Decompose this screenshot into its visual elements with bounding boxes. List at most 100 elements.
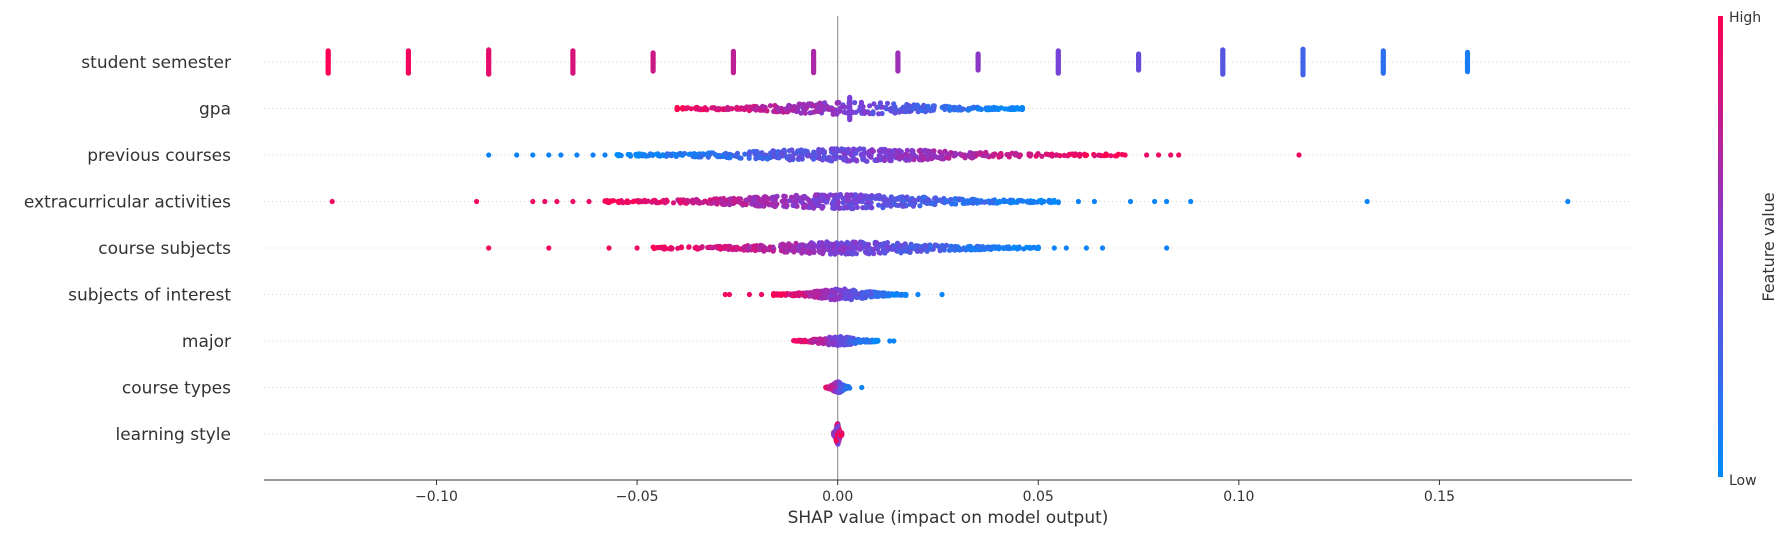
shap-point [866,339,872,345]
colorbar-high-label: High [1729,10,1761,26]
shap-point [915,197,921,203]
feature-row: course subjects [98,239,1632,259]
x-tick-label: 0.05 [1023,489,1054,505]
shap-point [743,201,749,208]
shap-point [911,197,917,203]
shap-point [1009,199,1015,205]
shap-point [946,155,952,161]
shap-point [899,153,905,160]
shap-point [876,152,882,158]
shap-point [586,198,592,205]
x-tick-label: −0.05 [616,489,659,505]
shap-point [911,157,917,163]
shap-point [895,68,901,74]
shap-point [871,101,877,107]
shap-point [952,150,958,156]
feature-row: subjects of interest [68,286,1632,306]
shap-point [1024,244,1030,250]
shap-point [811,338,817,344]
shap-point [846,197,852,204]
shap-point [1028,151,1034,157]
shap-point [867,103,873,109]
shap-point [634,245,640,251]
shap-point [976,247,982,253]
shap-point [937,149,943,155]
shap-point [1168,152,1174,158]
shap-point [876,104,882,110]
shap-point [868,154,874,160]
shap-point [892,196,899,202]
shap-point [914,102,921,108]
shap-point [699,244,705,250]
shap-point [921,194,927,200]
shap-point [787,198,793,204]
shap-point [678,244,685,250]
shap-point [858,339,864,345]
shap-point [969,151,975,157]
shap-point [869,205,875,211]
shap-point [1016,244,1022,250]
shap-point [1033,153,1039,159]
shap-point [861,146,867,152]
shap-point [810,294,817,300]
shap-point [793,240,799,246]
shap-point [486,245,492,251]
shap-point [843,295,849,301]
shap-point [782,292,788,298]
shap-point [405,70,411,76]
shap-point [1164,198,1170,205]
shap-point [717,245,723,251]
shap-point [887,244,894,250]
shap-point [849,251,856,257]
shap-point [702,105,708,111]
shap-point [841,151,847,157]
shap-point [590,152,596,158]
shap-point [798,291,804,297]
shap-point [942,104,948,110]
shap-point [1020,198,1026,204]
shap-point [860,156,866,163]
shap-point [1057,153,1063,159]
shap-point [722,291,728,298]
shap-point [1061,152,1067,158]
shap-point [837,433,844,439]
shap-point [721,244,727,250]
shap-point [570,198,576,205]
shap-point [863,289,869,295]
shap-point [830,111,836,117]
shap-point [811,205,817,211]
shap-point [790,107,796,113]
shap-point [980,244,986,250]
shap-point [558,152,564,158]
shap-point [700,199,706,206]
shap-point [759,154,765,160]
shap-point [819,195,825,202]
shap-point [848,152,854,158]
shap-point [1099,245,1106,251]
shap-point [784,202,790,208]
shap-point [876,202,882,208]
shap-point [807,241,813,247]
shap-point [830,106,836,112]
shap-point [813,192,819,198]
shap-point [1005,152,1011,158]
shap-point [630,199,636,205]
shap-point [837,293,843,299]
shap-point [693,196,700,203]
shap-point [681,199,687,205]
shap-point [781,193,787,199]
shap-point [786,245,792,251]
shap-point [831,205,838,211]
shap-point [827,289,834,295]
shap-point [900,203,906,209]
shap-point [1009,105,1015,111]
x-tick-label: 0.00 [822,489,853,505]
shap-point [1152,198,1158,205]
shap-point [875,337,881,343]
shap-point [1077,153,1083,159]
shap-point [837,287,844,293]
shap-point [715,153,722,159]
shap-point [950,245,956,251]
shap-point [720,106,726,113]
shap-point [930,103,937,109]
